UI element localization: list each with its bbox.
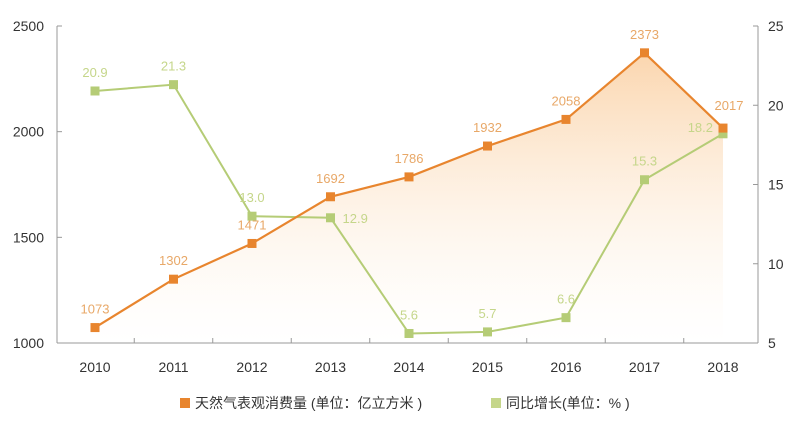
x-tick-label: 2013	[315, 359, 346, 375]
left-tick-label: 2500	[13, 18, 44, 34]
x-tick-label: 2014	[393, 359, 424, 375]
right-tick-label: 10	[768, 256, 784, 272]
consumption-data-label: 1302	[159, 253, 188, 268]
consumption-area	[95, 52, 723, 344]
consumption-point	[90, 323, 100, 333]
consumption-point	[247, 238, 257, 248]
consumption-data-label: 1932	[473, 120, 502, 135]
right-tick-label: 20	[768, 97, 784, 113]
growth-point	[718, 129, 728, 139]
x-tick-label: 2016	[550, 359, 581, 375]
consumption-point	[718, 123, 728, 133]
consumption-data-label: 1692	[316, 171, 345, 186]
consumption-data-label: 2058	[552, 93, 581, 108]
growth-point	[561, 313, 571, 323]
growth-data-label: 15.3	[632, 154, 657, 169]
growth-data-label: 18.2	[688, 120, 713, 135]
consumption-point	[326, 192, 335, 202]
consumption-point	[640, 48, 649, 58]
consumption-point	[561, 114, 571, 124]
growth-data-label: 21.3	[161, 59, 186, 74]
growth-data-label: 12.9	[343, 211, 368, 226]
x-tick-label: 2018	[707, 359, 738, 375]
legend: 天然气表观消费量 (单位：亿立方米 ) 同比增长(单位：% )	[180, 395, 630, 411]
consumption-data-label: 2017	[715, 98, 744, 113]
growth-point	[90, 86, 100, 96]
growth-point	[483, 327, 492, 337]
consumption-data-label: 1471	[238, 217, 267, 232]
growth-point	[640, 175, 649, 185]
consumption-point	[169, 274, 178, 284]
x-tick-label: 2012	[236, 359, 267, 375]
x-tick-label: 2010	[79, 359, 110, 375]
legend-swatch-growth	[491, 398, 501, 408]
left-tick-label: 2000	[13, 124, 44, 140]
left-tick-label: 1500	[13, 229, 44, 245]
consumption-data-label: 1073	[81, 302, 110, 317]
consumption-point	[483, 141, 492, 151]
consumption-data-label: 1786	[395, 151, 424, 166]
growth-data-label: 5.7	[478, 306, 496, 321]
x-tick-label: 2017	[629, 359, 660, 375]
legend-swatch-consumption	[180, 398, 190, 408]
growth-point	[326, 213, 335, 223]
right-tick-label: 15	[768, 177, 784, 193]
left-tick-label: 1000	[13, 335, 44, 351]
growth-data-label: 20.9	[82, 65, 107, 80]
growth-point	[247, 211, 257, 221]
growth-data-label: 13.0	[239, 190, 264, 205]
growth-data-label: 6.6	[557, 292, 575, 307]
x-tick-label: 2011	[158, 359, 188, 375]
consumption-data-label: 2373	[630, 27, 659, 42]
consumption-point	[404, 172, 414, 182]
growth-data-label: 5.6	[400, 307, 418, 322]
x-tick-label: 2015	[472, 359, 503, 375]
legend-label-growth: 同比增长(单位：% )	[506, 395, 630, 411]
legend-label-consumption: 天然气表观消费量 (单位：亿立方米 )	[195, 395, 422, 411]
growth-point	[169, 80, 178, 90]
right-tick-label: 25	[768, 18, 784, 34]
right-tick-label: 5	[768, 335, 776, 351]
growth-point	[404, 328, 414, 338]
